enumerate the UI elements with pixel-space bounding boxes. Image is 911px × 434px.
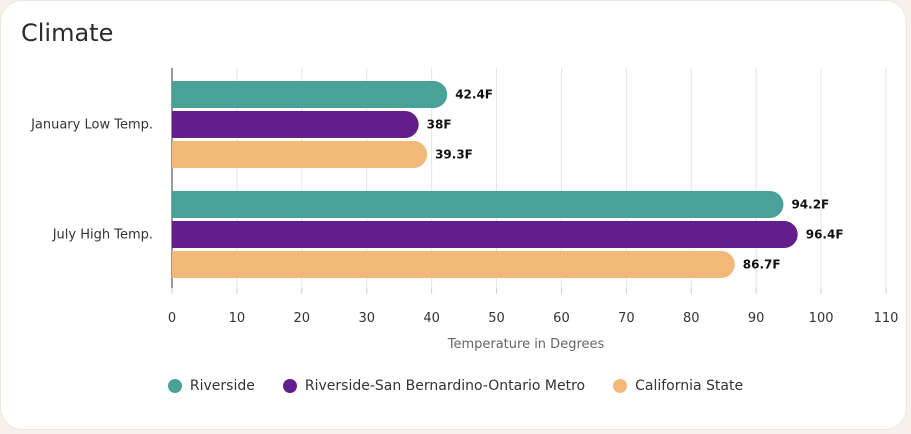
legend-item: Riverside-San Bernardino-Ontario Metro	[282, 378, 586, 394]
data-label: 42.4F	[455, 88, 493, 102]
chart-legend: Riverside Riverside-San Bernardino-Ontari…	[0, 378, 911, 394]
x-tick-label: 30	[358, 311, 375, 326]
legend-swatch	[282, 379, 297, 393]
data-label: 86.7F	[743, 258, 781, 272]
category-label: July High Temp.	[52, 228, 153, 243]
x-tick-label: 110	[874, 311, 899, 326]
x-tick-label: 20	[294, 311, 311, 326]
legend-label: California State	[635, 378, 744, 394]
legend-item: Riverside	[167, 378, 255, 394]
legend-label: Riverside-San Bernardino-Ontario Metro	[304, 378, 586, 394]
legend-item: California State	[613, 378, 743, 394]
bar	[172, 191, 784, 218]
x-tick-label: 90	[748, 311, 765, 326]
bar	[172, 81, 448, 108]
legend-swatch	[167, 379, 182, 393]
x-tick-label: 50	[488, 311, 505, 326]
data-label: 96.4F	[806, 228, 844, 242]
x-tick-label: 10	[229, 311, 246, 326]
bar	[172, 221, 798, 248]
category-label: January Low Temp.	[30, 118, 153, 133]
x-tick-label: 80	[683, 311, 700, 326]
data-label: 94.2F	[791, 198, 829, 212]
bar	[172, 111, 419, 138]
x-tick-label: 70	[618, 311, 635, 326]
bar	[172, 251, 735, 278]
data-label: 39.3F	[435, 148, 473, 162]
legend-swatch	[613, 379, 628, 393]
legend-label: Riverside	[189, 378, 255, 394]
bar	[172, 141, 428, 168]
data-label: 38F	[427, 118, 452, 132]
x-tick-label: 40	[423, 311, 440, 326]
x-tick-label: 100	[809, 311, 834, 326]
x-axis-title: Temperature in Degrees	[447, 337, 605, 352]
x-tick-label: 0	[168, 311, 176, 326]
x-tick-label: 60	[553, 311, 570, 326]
card-title: Climate	[21, 19, 114, 47]
